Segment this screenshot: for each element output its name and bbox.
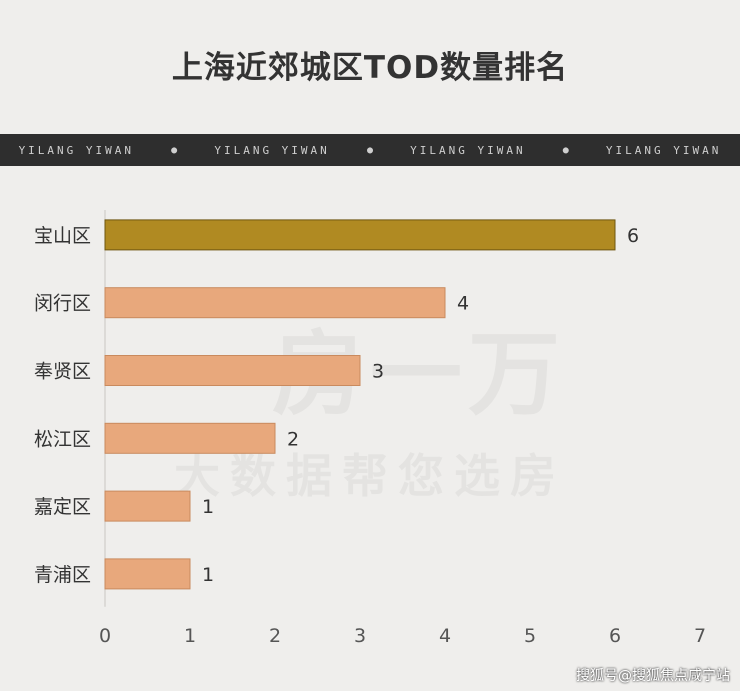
data-label: 3	[372, 361, 384, 383]
bar	[104, 558, 191, 590]
data-label: 2	[287, 428, 299, 450]
banner-text: YILANG YIWAN	[18, 143, 135, 157]
x-tick-label: 5	[524, 625, 536, 647]
decorative-banner: YILANG YIWAN ● YILANG YIWAN ● YILANG YIW…	[0, 134, 740, 166]
chart-title: 上海近郊城区TOD数量排名	[171, 50, 569, 86]
x-tick-label: 0	[99, 625, 111, 647]
banner-text: YILANG YIWAN	[605, 143, 722, 157]
category-label: 嘉定区	[34, 496, 91, 518]
x-tick-label: 3	[354, 625, 366, 647]
data-label: 1	[202, 564, 214, 586]
bar	[104, 422, 276, 454]
category-label: 松江区	[34, 428, 91, 450]
x-tick-label: 4	[439, 625, 451, 647]
banner-text: YILANG YIWAN	[214, 143, 330, 157]
source-credit: 搜狐号@搜狐焦点咸宁站	[576, 668, 730, 684]
banner-dot-icon: ●	[171, 144, 178, 156]
bar	[104, 355, 361, 386]
banner-text: YILANG YIWAN	[410, 143, 526, 157]
banner-dot-icon: ●	[366, 144, 373, 156]
category-label: 宝山区	[34, 225, 91, 247]
data-label: 6	[627, 225, 639, 247]
x-tick-label: 7	[694, 625, 706, 647]
x-tick-label: 2	[269, 625, 281, 647]
x-tick-label: 6	[609, 625, 621, 647]
data-label: 4	[457, 293, 469, 315]
category-label: 青浦区	[34, 564, 91, 586]
bar	[104, 490, 191, 522]
category-label: 奉贤区	[34, 361, 91, 383]
x-tick-label: 1	[184, 625, 196, 647]
bar	[104, 219, 616, 251]
banner-dot-icon: ●	[562, 144, 569, 156]
category-label: 闵行区	[34, 293, 91, 315]
bar	[104, 287, 446, 319]
data-label: 1	[202, 496, 214, 518]
